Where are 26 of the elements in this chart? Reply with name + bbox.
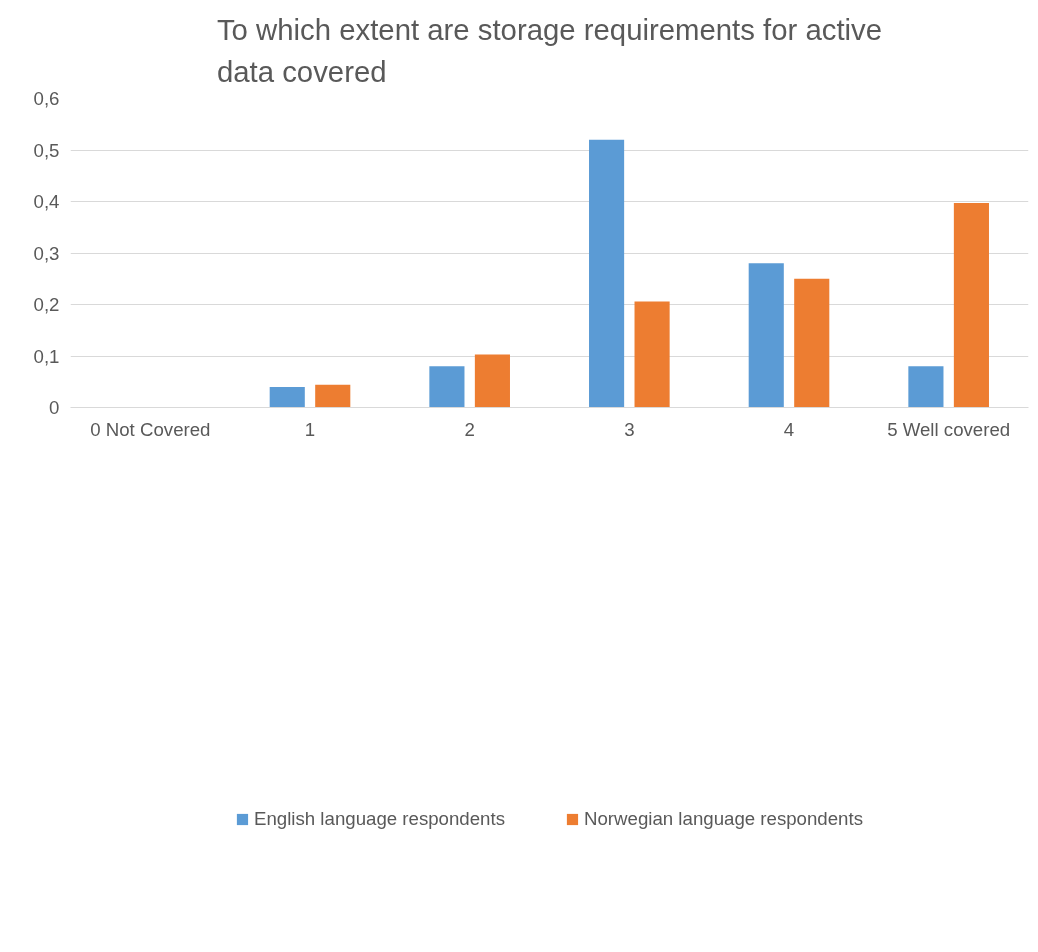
x-tick-label: 2 (464, 418, 475, 440)
y-tick-label: 0 (49, 397, 60, 418)
legend-label: Norwegian language respondents (584, 808, 864, 830)
bar (589, 139, 625, 408)
legend-label: English language respondents (253, 808, 505, 830)
bar (794, 278, 830, 408)
bar (269, 386, 305, 408)
y-tick-label: 0,4 (33, 191, 60, 212)
x-tick-label: 5 Well covered (887, 418, 1011, 440)
bar (429, 366, 465, 408)
y-tick-label: 0,5 (33, 139, 60, 161)
y-tick-label: 0,1 (33, 345, 60, 367)
y-tick-label: 0,6 (33, 88, 60, 109)
y-tick-label: 0,2 (33, 294, 60, 315)
bar (908, 366, 944, 408)
bar (634, 301, 670, 408)
x-tick-label: 3 (624, 418, 635, 440)
x-tick-label: 1 (304, 418, 316, 440)
bar (748, 263, 784, 408)
y-tick-label: 0,3 (33, 242, 60, 264)
chart-title: To which extent are storage requirements for active data covered (216, 12, 883, 89)
bar (953, 203, 989, 408)
bar (474, 354, 510, 408)
bar (315, 384, 351, 408)
x-tick-label: 0 Not Covered (90, 418, 211, 440)
x-tick-label: 4 (783, 418, 795, 440)
